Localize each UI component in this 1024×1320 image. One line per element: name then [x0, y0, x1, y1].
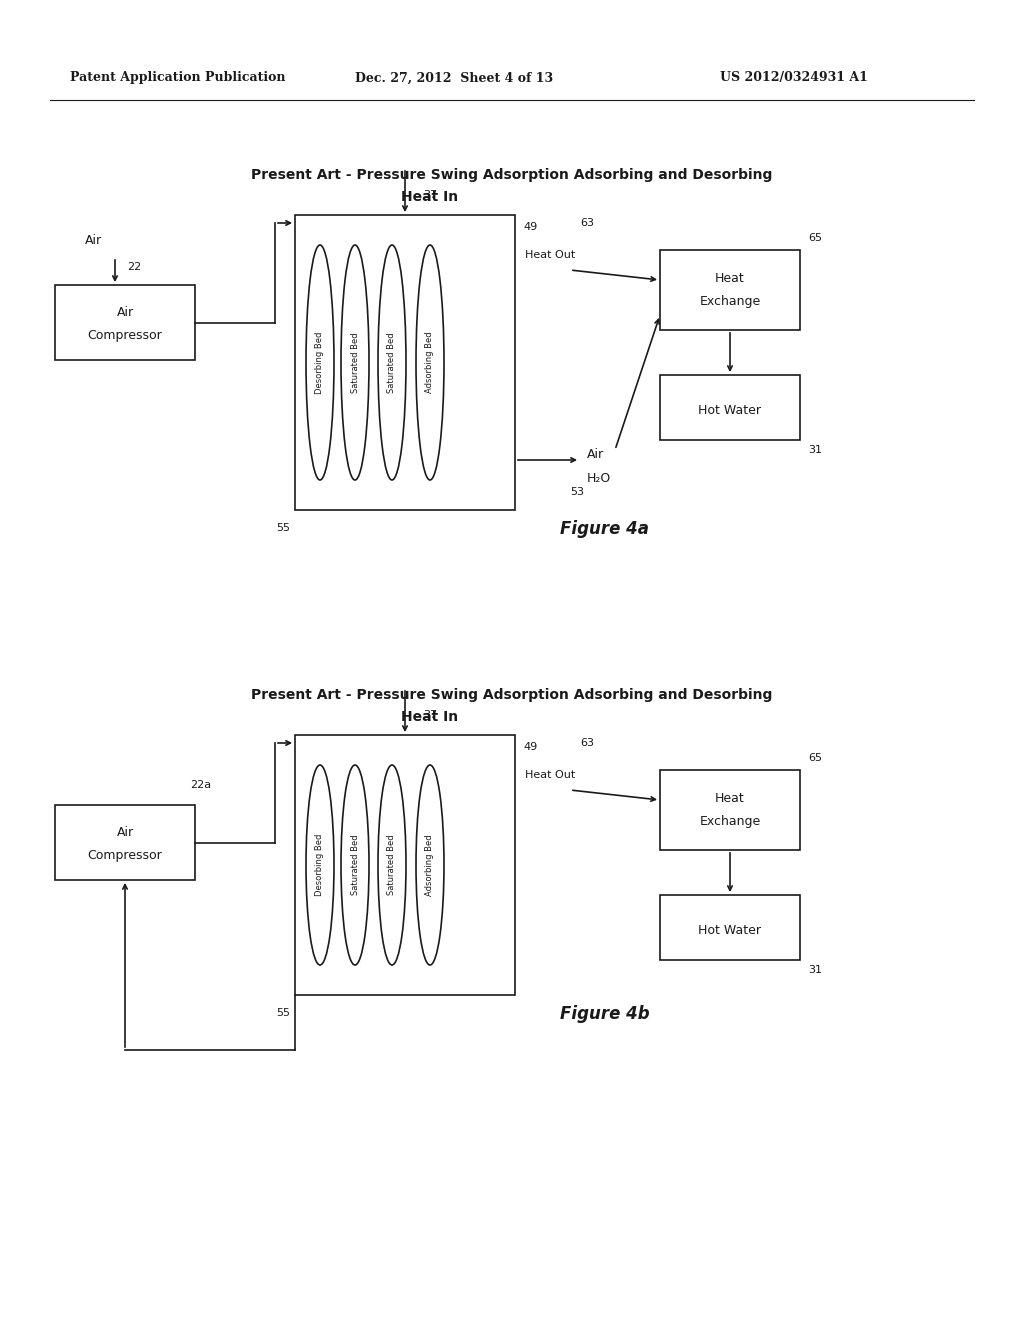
Text: Adsorbing Bed: Adsorbing Bed	[426, 331, 434, 393]
Text: Present Art - Pressure Swing Adsorption Adsorbing and Desorbing: Present Art - Pressure Swing Adsorption …	[251, 168, 773, 182]
Text: Heat Out: Heat Out	[525, 770, 575, 780]
Ellipse shape	[378, 766, 406, 965]
Ellipse shape	[341, 246, 369, 480]
Text: Figure 4b: Figure 4b	[560, 1005, 649, 1023]
Text: 31: 31	[808, 445, 822, 455]
Text: Saturated Bed: Saturated Bed	[350, 834, 359, 895]
Bar	[295, 215, 515, 510]
Text: 63: 63	[580, 218, 594, 228]
Bar	[660, 375, 800, 440]
Ellipse shape	[378, 246, 406, 480]
Text: Hot Water: Hot Water	[698, 404, 762, 417]
Text: Saturated Bed: Saturated Bed	[350, 333, 359, 393]
Text: Figure 4a: Figure 4a	[560, 520, 649, 539]
Text: 31: 31	[808, 965, 822, 975]
Text: Exchange: Exchange	[699, 296, 761, 309]
Text: Desorbing Bed: Desorbing Bed	[315, 834, 325, 896]
Ellipse shape	[341, 766, 369, 965]
Text: Heat In: Heat In	[401, 190, 459, 205]
Text: 22: 22	[127, 261, 141, 272]
Text: 49: 49	[523, 222, 538, 232]
Bar	[660, 895, 800, 960]
Text: 53: 53	[570, 487, 584, 498]
Text: Desorbing Bed: Desorbing Bed	[315, 331, 325, 393]
Bar	[660, 770, 800, 850]
Text: Adsorbing Bed: Adsorbing Bed	[426, 834, 434, 896]
Bar	[295, 735, 515, 995]
Text: Saturated Bed: Saturated Bed	[387, 333, 396, 393]
Ellipse shape	[306, 246, 334, 480]
Text: Heat In: Heat In	[401, 710, 459, 723]
Text: Saturated Bed: Saturated Bed	[387, 834, 396, 895]
Ellipse shape	[416, 246, 444, 480]
Text: Dec. 27, 2012  Sheet 4 of 13: Dec. 27, 2012 Sheet 4 of 13	[355, 71, 553, 84]
Bar	[55, 285, 195, 360]
Ellipse shape	[416, 766, 444, 965]
Text: Compressor: Compressor	[88, 329, 163, 342]
Ellipse shape	[306, 766, 334, 965]
Text: Exchange: Exchange	[699, 816, 761, 829]
Text: Compressor: Compressor	[88, 849, 163, 862]
Text: 65: 65	[808, 752, 822, 763]
Text: 65: 65	[808, 234, 822, 243]
Bar	[660, 249, 800, 330]
Text: Present Art - Pressure Swing Adsorption Adsorbing and Desorbing: Present Art - Pressure Swing Adsorption …	[251, 688, 773, 702]
Text: Heat: Heat	[715, 272, 744, 285]
Text: Air: Air	[85, 234, 102, 247]
Text: 49: 49	[523, 742, 538, 752]
Text: Heat Out: Heat Out	[525, 249, 575, 260]
Text: US 2012/0324931 A1: US 2012/0324931 A1	[720, 71, 868, 84]
Text: Air: Air	[117, 306, 133, 319]
Text: Air: Air	[117, 826, 133, 840]
Text: Hot Water: Hot Water	[698, 924, 762, 936]
Text: 37: 37	[423, 190, 437, 201]
Bar	[55, 805, 195, 880]
Text: Patent Application Publication: Patent Application Publication	[70, 71, 286, 84]
Text: Air: Air	[587, 449, 604, 462]
Text: 63: 63	[580, 738, 594, 748]
Text: Heat: Heat	[715, 792, 744, 804]
Text: 55: 55	[276, 1008, 290, 1018]
Text: 55: 55	[276, 523, 290, 533]
Text: 37: 37	[423, 710, 437, 719]
Text: H₂O: H₂O	[587, 471, 611, 484]
Text: 22a: 22a	[190, 780, 211, 789]
